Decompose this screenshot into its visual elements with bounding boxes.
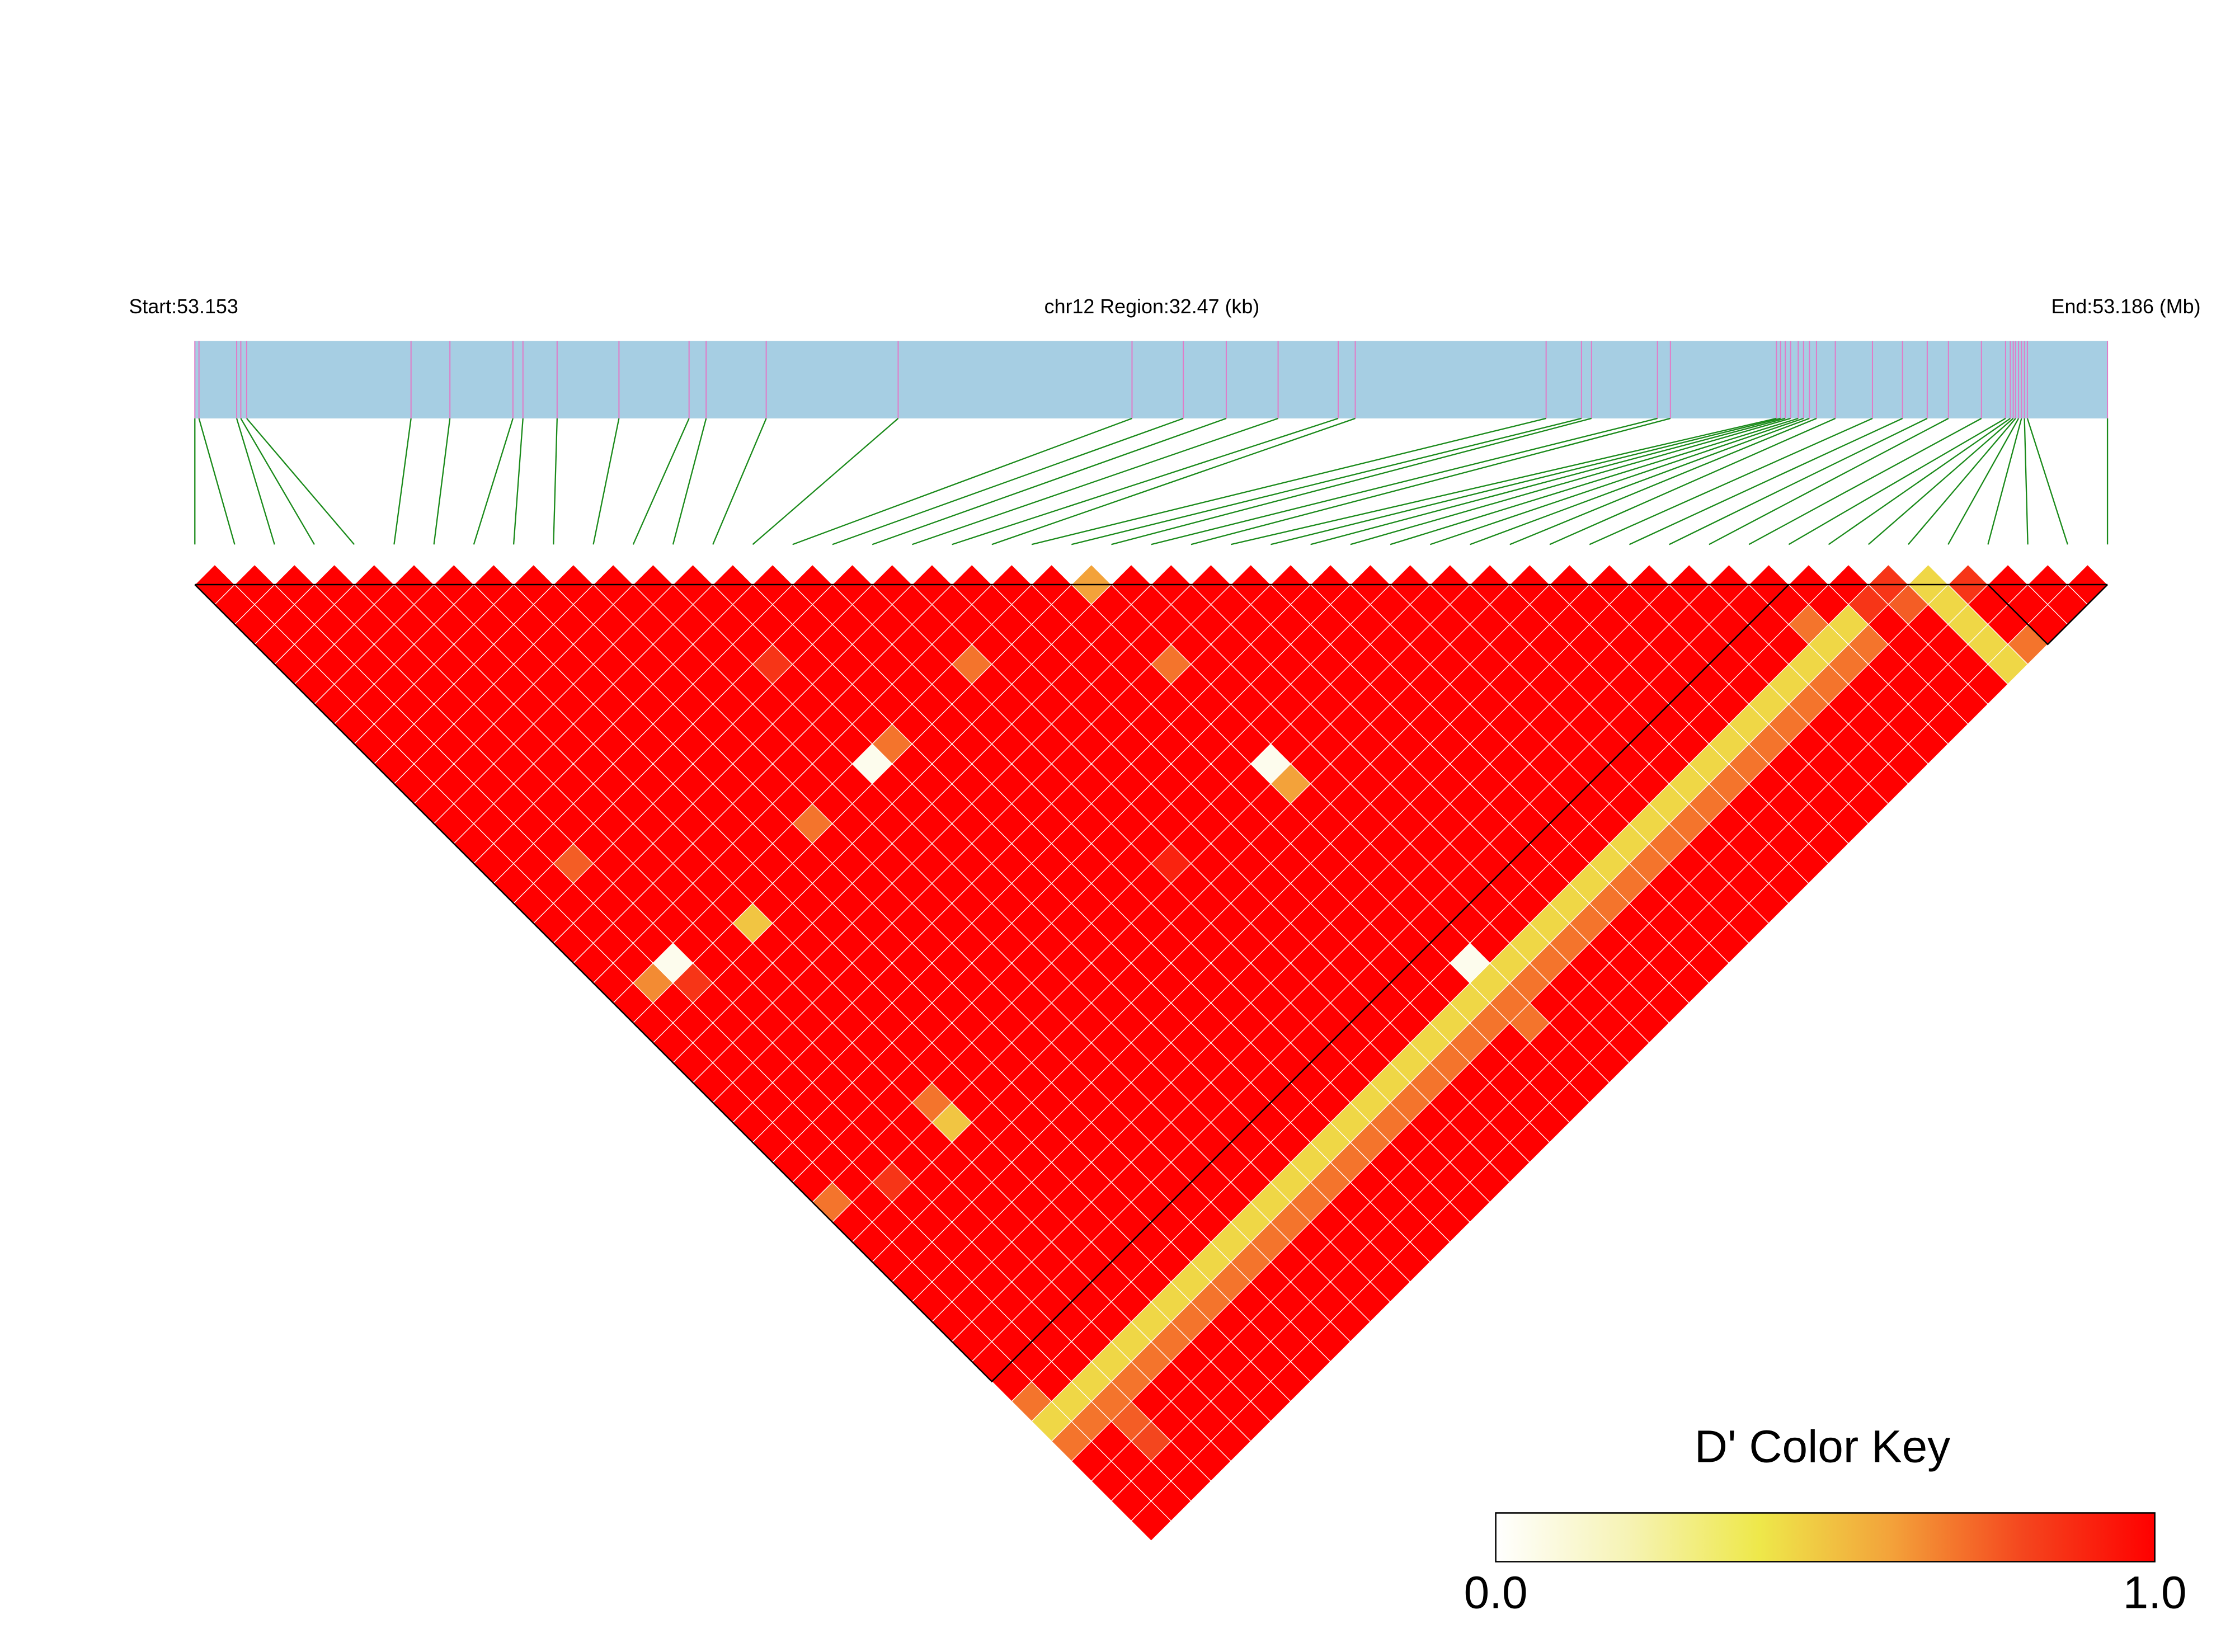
- snp-link: [752, 418, 899, 545]
- snp-link: [1709, 417, 1949, 545]
- snp-link: [1788, 417, 2006, 545]
- ld-block: [1987, 584, 2108, 646]
- snp-link: [1589, 417, 1873, 545]
- snp-link: [1151, 417, 1658, 545]
- start-label: Start:53.153: [129, 295, 238, 318]
- snp-link: [1629, 417, 1903, 545]
- snp-link: [872, 417, 1227, 545]
- snp-link: [991, 417, 1356, 545]
- snp-link: [952, 417, 1339, 545]
- snp-link: [832, 417, 1184, 545]
- snp-link: [1549, 417, 1836, 545]
- snp-link: [393, 418, 412, 545]
- snp-link: [592, 418, 620, 545]
- snp-link: [236, 418, 275, 545]
- snp-link: [246, 418, 355, 545]
- snp-link: [433, 418, 451, 545]
- snp-link: [198, 418, 236, 545]
- key-tick-label: 0.0: [1464, 1568, 1528, 1618]
- snp-link: [1908, 418, 2016, 545]
- snp-link: [1230, 417, 1777, 545]
- end-label: End:53.186 (Mb): [2052, 295, 2201, 318]
- snp-link: [712, 418, 767, 545]
- snp-link: [1867, 418, 2014, 545]
- snp-link: [1669, 417, 1928, 545]
- snp-link: [1748, 417, 1982, 545]
- snp-link: [1350, 417, 1791, 545]
- snp-link: [1111, 417, 1592, 545]
- snp-link: [1987, 418, 2022, 545]
- snp-link: [1390, 417, 1799, 545]
- region-bar: [195, 341, 2108, 418]
- snp-link: [1429, 417, 1804, 545]
- snp-link: [240, 418, 315, 545]
- snp-link: [672, 418, 707, 545]
- snp-link: [1071, 417, 1582, 545]
- snp-link: [911, 417, 1278, 545]
- snp-link: [1191, 417, 1671, 545]
- region-label: chr12 Region:32.47 (kb): [1044, 295, 1260, 318]
- snp-link: [792, 417, 1132, 545]
- snp-link: [1031, 417, 1546, 545]
- snp-link: [1828, 417, 2011, 545]
- snp-link: [1947, 418, 2020, 545]
- color-key: [1495, 1512, 2156, 1562]
- snp-link: [553, 418, 558, 545]
- snp-link: [1470, 417, 1810, 545]
- key-tick-label: 1.0: [2123, 1568, 2187, 1618]
- snp-link: [2024, 418, 2029, 545]
- snp-link: [512, 418, 524, 545]
- snp-link: [473, 418, 514, 545]
- snp-link: [632, 418, 690, 545]
- snp-link: [1271, 417, 1781, 545]
- snp-link: [2026, 418, 2068, 545]
- ld-block: [194, 584, 1790, 1383]
- snp-link: [1310, 417, 1786, 545]
- key-title: D' Color Key: [1695, 1421, 1950, 1472]
- snp-link: [1509, 417, 1817, 545]
